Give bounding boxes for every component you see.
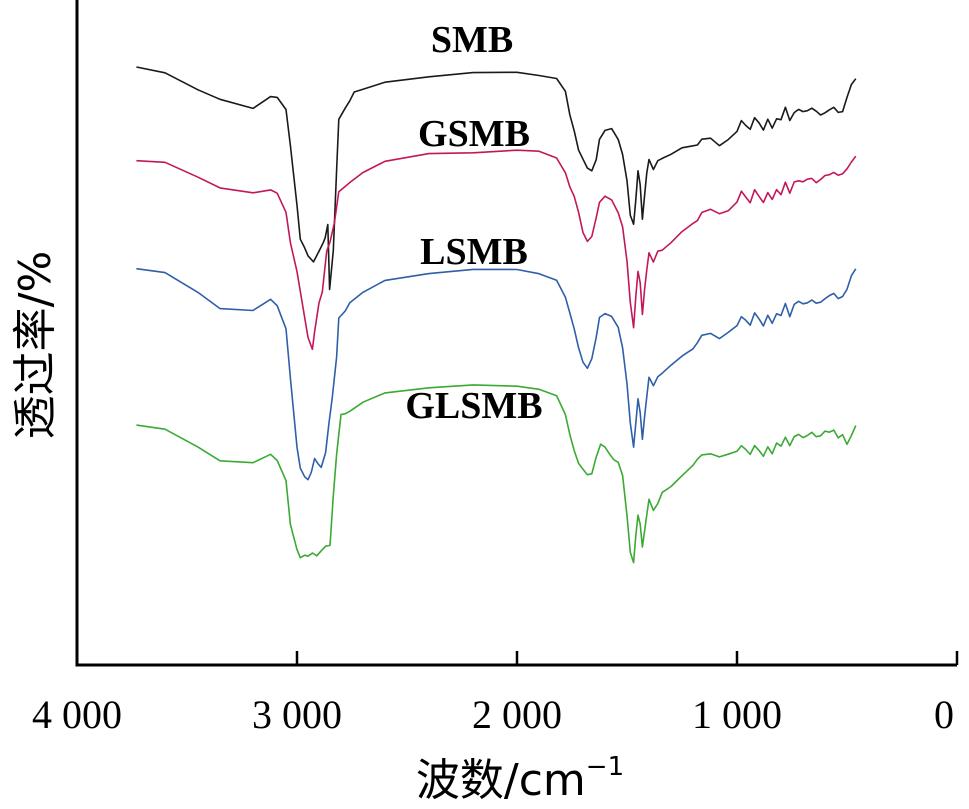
x-tick-label: 4 000 xyxy=(32,692,122,737)
x-ticks xyxy=(75,651,959,665)
series-line-gsmb xyxy=(136,149,857,351)
x-axis-title-text: 波数/cm xyxy=(416,755,586,806)
plot-area xyxy=(136,66,857,564)
x-axis-title-sup: −1 xyxy=(586,752,624,782)
x-tick-label: 1 000 xyxy=(692,692,782,737)
series-line-smb xyxy=(136,66,857,291)
series-label-smb: SMB xyxy=(431,19,513,61)
series-line-glsmb xyxy=(136,384,857,564)
series-line-lsmb xyxy=(136,267,857,481)
series-labels: SMB GSMB LSMB GLSMB xyxy=(405,19,542,427)
x-tick-labels: 4 000 3 000 2 000 1 000 0 xyxy=(32,692,954,737)
series-label-lsmb: LSMB xyxy=(420,231,528,273)
y-axis-title: 透过率/% xyxy=(10,251,61,440)
series-label-gsmb: GSMB xyxy=(418,113,530,155)
x-tick-label: 2 000 xyxy=(472,692,562,737)
x-tick-label: 0 xyxy=(934,692,954,737)
x-tick-label: 3 000 xyxy=(252,692,342,737)
axes xyxy=(75,0,957,667)
series-label-glsmb: GLSMB xyxy=(405,385,542,427)
x-axis-title: 波数/cm−1 xyxy=(416,752,624,806)
